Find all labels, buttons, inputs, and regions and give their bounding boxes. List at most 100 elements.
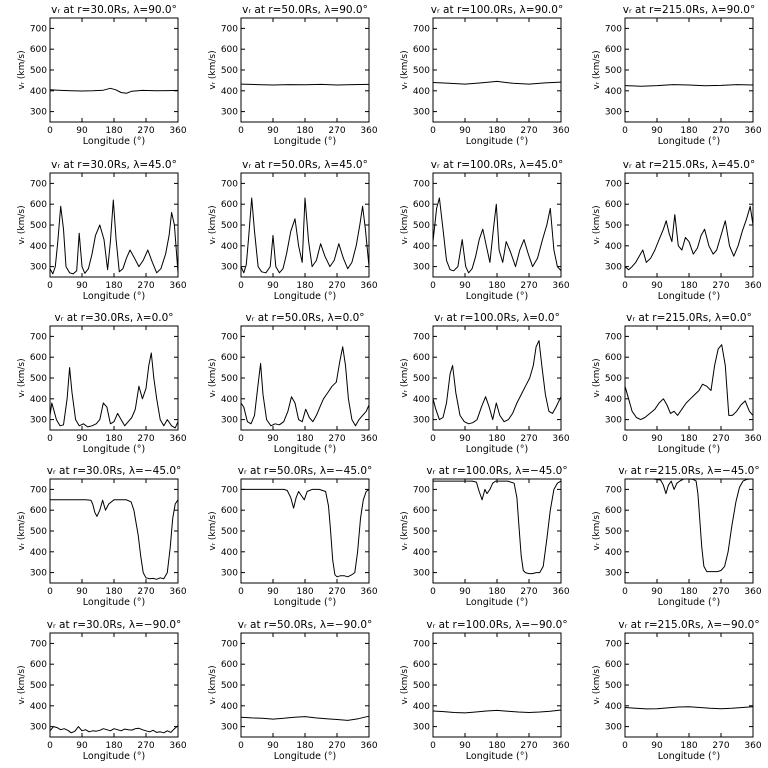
x-tick-label: 360 [169, 434, 186, 444]
series-line [432, 197, 562, 274]
panel-title: vᵣ at r=100.0Rs, λ=0.0° [434, 312, 560, 324]
x-tick-label: 180 [105, 281, 122, 291]
x-tick-label: 180 [488, 587, 505, 597]
x-tick-label: 180 [296, 281, 313, 291]
y-axis-label: vᵣ (km/s) [400, 358, 410, 397]
x-tick-label: 360 [744, 587, 761, 597]
x-tick-label: 270 [328, 281, 345, 291]
series-line [49, 199, 179, 275]
x-tick-label: 180 [488, 741, 505, 751]
x-tick-label: 360 [169, 741, 186, 751]
x-axis-label: Longitude (°) [83, 597, 145, 608]
x-tick-label: 0 [430, 281, 436, 291]
x-tick-label: 0 [47, 587, 53, 597]
x-axis-label: Longitude (°) [274, 444, 336, 455]
x-tick-label: 180 [488, 126, 505, 136]
y-tick-label: 300 [221, 108, 238, 118]
x-tick-label: 180 [488, 281, 505, 291]
x-tick-label: 90 [459, 126, 471, 136]
panel-title: vᵣ at r=30.0Rs, λ=45.0° [51, 159, 177, 171]
x-axis-label: Longitude (°) [466, 291, 528, 302]
plot-frame [240, 172, 370, 278]
y-tick-label: 400 [605, 87, 622, 97]
y-tick-label: 600 [605, 660, 622, 670]
y-tick-label: 700 [30, 179, 47, 189]
x-tick-label: 90 [651, 281, 663, 291]
y-axis-label: vᵣ (km/s) [592, 511, 602, 550]
y-tick-label: 400 [221, 702, 238, 712]
y-tick-label: 500 [221, 527, 238, 537]
y-tick-label: 300 [605, 569, 622, 579]
y-tick-label: 300 [221, 263, 238, 273]
y-tick-label: 700 [30, 332, 47, 342]
x-tick-label: 270 [137, 126, 154, 136]
y-tick-label: 600 [605, 200, 622, 210]
x-axis-label: Longitude (°) [466, 444, 528, 455]
y-tick-label: 600 [413, 45, 430, 55]
x-tick-label: 90 [651, 434, 663, 444]
y-axis-label: vᵣ (km/s) [208, 511, 218, 550]
x-tick-label: 360 [360, 126, 377, 136]
x-tick-label: 270 [712, 741, 729, 751]
series-line [240, 346, 370, 427]
x-tick-label: 360 [744, 281, 761, 291]
y-tick-label: 600 [30, 200, 47, 210]
x-axis-label: Longitude (°) [274, 751, 336, 762]
y-tick-label: 400 [605, 702, 622, 712]
panel-16: vᵣ at r=30.0Rs, λ=−90.0° 0 90 180 270 360 300 4… [17, 619, 187, 762]
y-tick-label: 300 [413, 108, 430, 118]
y-tick-label: 300 [605, 263, 622, 273]
x-tick-label: 270 [137, 587, 154, 597]
x-tick-label: 0 [430, 741, 436, 751]
y-axis-label: vᵣ (km/s) [400, 205, 410, 244]
x-tick-label: 180 [296, 587, 313, 597]
panel-title: vᵣ at r=100.0Rs, λ=90.0° [431, 4, 563, 16]
panel-title: vᵣ at r=215.0Rs, λ=0.0° [626, 312, 752, 324]
y-tick-label: 700 [413, 179, 430, 189]
y-tick-label: 700 [605, 639, 622, 649]
panel-7: vᵣ at r=215.0Rs, λ=45.0° 0 90 180 270 360 300 4… [592, 159, 762, 302]
x-tick-label: 90 [267, 281, 279, 291]
y-tick-label: 700 [413, 639, 430, 649]
plot-frame [49, 17, 179, 123]
y-tick-label: 500 [221, 66, 238, 76]
panel-title: vᵣ at r=50.0Rs, λ=45.0° [242, 159, 368, 171]
y-tick-label: 300 [221, 723, 238, 733]
y-tick-label: 700 [605, 485, 622, 495]
series-line [49, 87, 179, 94]
y-tick-label: 400 [413, 242, 430, 252]
y-tick-label: 700 [30, 485, 47, 495]
series-line [625, 478, 753, 573]
y-tick-label: 400 [605, 242, 622, 252]
x-tick-label: 0 [622, 741, 628, 751]
y-axis-label: vᵣ (km/s) [400, 511, 410, 550]
panel-12: vᵣ at r=30.0Rs, λ=−45.0° 0 90 180 270 360 300 4… [17, 465, 187, 608]
y-tick-label: 300 [413, 723, 430, 733]
y-tick-label: 400 [221, 242, 238, 252]
y-tick-label: 300 [413, 263, 430, 273]
x-tick-label: 180 [680, 126, 697, 136]
panel-0: vᵣ at r=30.0Rs, λ=90.0° 0 90 180 270 360 300 40… [17, 4, 187, 147]
x-tick-label: 90 [76, 281, 88, 291]
panel-title: vᵣ at r=100.0Rs, λ=45.0° [431, 159, 563, 171]
x-tick-label: 0 [47, 126, 53, 136]
y-tick-label: 600 [30, 353, 47, 363]
panel-1: vᵣ at r=50.0Rs, λ=90.0° 0 90 180 270 360 300 40… [208, 4, 378, 147]
panel-15: vᵣ at r=215.0Rs, λ=−45.0° 0 90 180 270 360 300… [592, 465, 762, 608]
y-tick-label: 500 [221, 681, 238, 691]
series-line [49, 352, 179, 429]
y-tick-label: 500 [221, 221, 238, 231]
y-tick-label: 600 [30, 660, 47, 670]
y-tick-label: 400 [30, 87, 47, 97]
series-line [624, 706, 754, 710]
panel-19: vᵣ at r=215.0Rs, λ=−90.0° 0 90 180 270 360 300… [592, 619, 762, 762]
panel-title: vᵣ at r=100.0Rs, λ=−90.0° [426, 619, 567, 631]
panel-9: vᵣ at r=50.0Rs, λ=0.0° 0 90 180 270 360 300 400… [208, 312, 378, 455]
x-tick-label: 270 [137, 434, 154, 444]
y-tick-label: 500 [30, 681, 47, 691]
plot-frame [49, 632, 179, 738]
panel-title: vᵣ at r=215.0Rs, λ=45.0° [623, 159, 755, 171]
x-axis-label: Longitude (°) [658, 444, 720, 455]
y-tick-label: 500 [605, 374, 622, 384]
